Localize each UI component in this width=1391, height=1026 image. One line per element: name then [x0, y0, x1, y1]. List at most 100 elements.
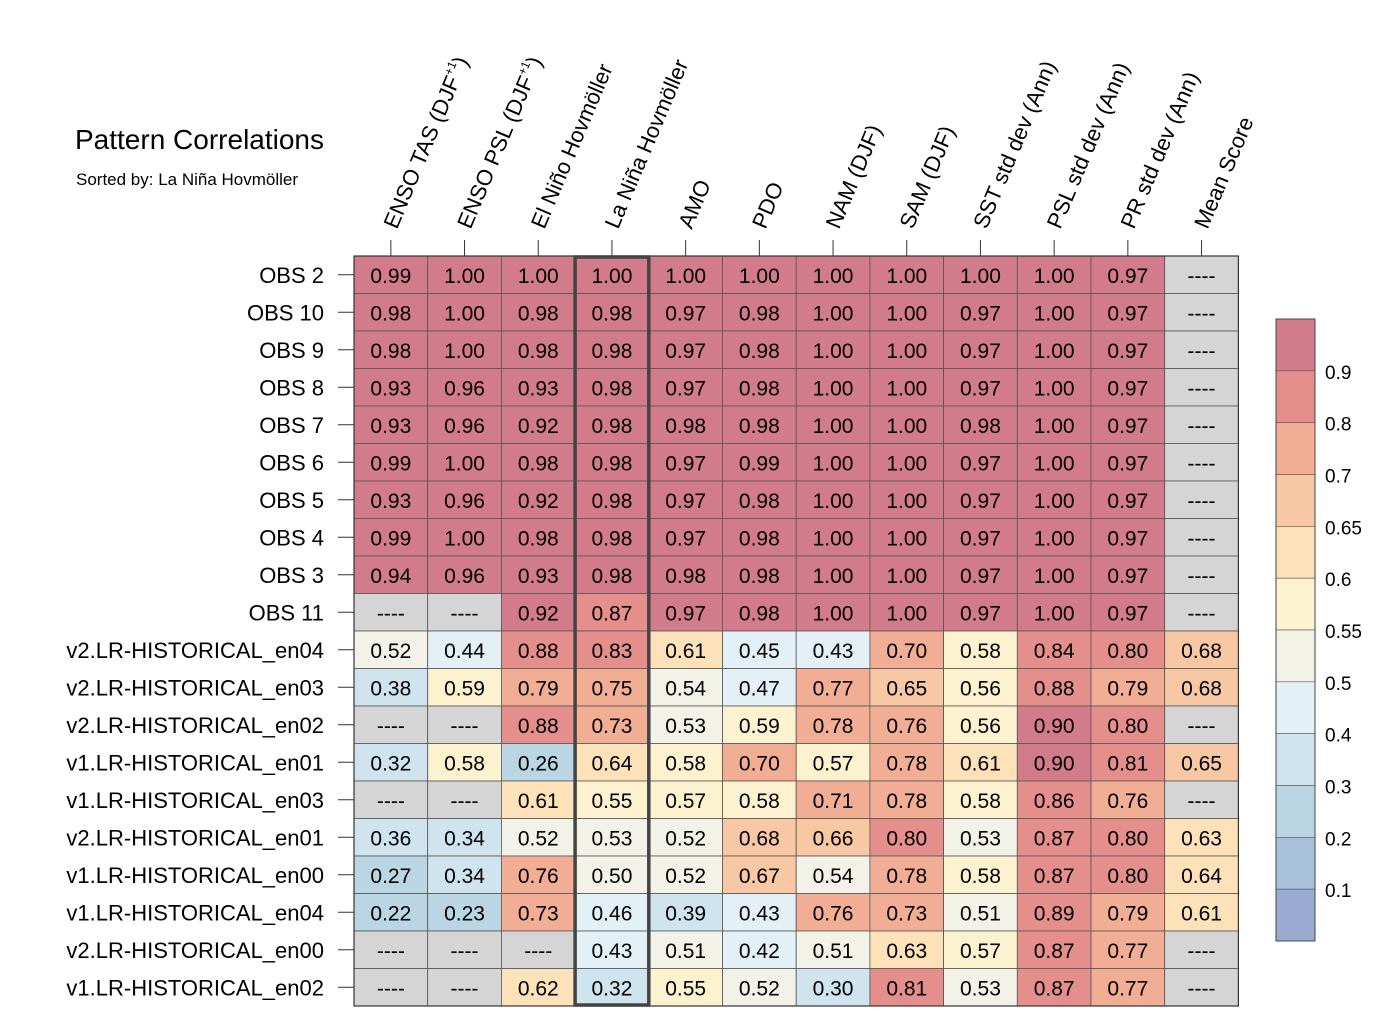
heatmap-cell [795, 818, 871, 857]
cell-value-label: ---- [1188, 340, 1216, 363]
cell-value-label: 0.96 [444, 565, 485, 588]
sorted-column-highlight [573, 255, 651, 1007]
cell-value-label: 1.00 [813, 490, 854, 513]
heatmap-cell [943, 968, 1018, 1007]
cell-value-label: 0.98 [739, 340, 780, 363]
heatmap-cell [943, 630, 1018, 669]
heatmap-cell [1164, 968, 1239, 1007]
cell-value-label: 0.32 [370, 752, 411, 775]
cell-value-label: 0.55 [592, 790, 633, 813]
column-label-nam-djf: NAM (DJF) [821, 121, 887, 232]
heatmap-cell [869, 443, 945, 482]
heatmap-cell [574, 405, 650, 444]
cell-value-label: 0.79 [1107, 677, 1148, 700]
heatmap-cell [943, 555, 1018, 594]
cell-value-label: 0.97 [960, 490, 1001, 513]
cell-value-label: 0.39 [665, 902, 706, 925]
cell-value-label: 0.64 [1181, 865, 1222, 888]
row-label-obs-5: OBS 5 [259, 488, 324, 513]
cell-value-label: 0.98 [592, 565, 633, 588]
heatmap-cell [353, 443, 429, 482]
heatmap-cell [427, 518, 502, 557]
cell-value-label: 1.00 [444, 265, 485, 288]
cell-value-label: 0.97 [1107, 265, 1148, 288]
cell-value-label: 0.34 [444, 827, 485, 850]
cell-value-label: 1.00 [444, 527, 485, 550]
heatmap-cell [1164, 705, 1239, 744]
colorbar-segment [1275, 681, 1316, 734]
heatmap-cell [500, 743, 576, 782]
heatmap-cell [722, 743, 797, 782]
heatmap-cell [353, 630, 429, 669]
heatmap-cell [574, 893, 650, 932]
cell-value-label: 0.81 [886, 977, 927, 1000]
cell-value-label: 0.65 [886, 677, 927, 700]
colorbar-segment [1275, 474, 1316, 527]
row-label-obs-4: OBS 4 [259, 525, 324, 550]
cell-value-label: 1.00 [1034, 377, 1075, 400]
cell-value-label: 0.87 [1034, 865, 1075, 888]
cell-value-label: 0.54 [665, 677, 706, 700]
cell-value-label: 0.53 [960, 977, 1001, 1000]
colorbar-tick-label: 0.9 [1325, 363, 1351, 384]
cell-value-label: 0.30 [813, 977, 854, 1000]
heatmap-cell [869, 780, 945, 819]
heatmap-cell [648, 968, 723, 1007]
cell-value-label: 0.71 [813, 790, 854, 813]
column-label-pdo: PDO [747, 178, 789, 232]
cell-value-label: ---- [1188, 377, 1216, 400]
cell-value-label: ---- [1188, 490, 1216, 513]
heatmap-cell [500, 330, 576, 369]
row-label-v2-lr-historical-en01: v2.LR-HISTORICAL_en01 [66, 825, 324, 850]
heatmap-cell [1090, 893, 1166, 932]
cell-value-label: 0.93 [370, 377, 411, 400]
cell-value-label: 0.57 [665, 790, 706, 813]
colorbar: 0.1 0.2 0.3 0.4 0.5 0.55 0.6 0.65 0.7 0.8 0.9 [1275, 318, 1362, 942]
heatmap-cell [648, 893, 723, 932]
cell-value-label: 0.98 [739, 527, 780, 550]
heatmap-cell [1016, 405, 1092, 444]
cell-value-label: 0.97 [665, 527, 706, 550]
colorbar-segment [1275, 422, 1316, 475]
colorbar-segment [1275, 526, 1316, 579]
cell-value-label: 1.00 [813, 340, 854, 363]
heatmap-cell [795, 630, 871, 669]
heatmap-cell [869, 930, 945, 969]
cell-value-label: 0.76 [1107, 790, 1148, 813]
cell-value-label: 1.00 [813, 415, 854, 438]
heatmap-cell [574, 293, 650, 332]
heatmap-cell [943, 780, 1018, 819]
cell-value-label: 0.22 [370, 902, 411, 925]
heatmap-cell [1164, 518, 1239, 557]
cell-value-label: 0.98 [665, 565, 706, 588]
heatmap-cell [353, 668, 429, 707]
cell-value-label: 0.99 [370, 265, 411, 288]
cell-value-label: 0.94 [370, 565, 411, 588]
cell-value-label: 0.47 [739, 677, 780, 700]
cell-value-label: 0.32 [592, 977, 633, 1000]
cell-value-label: 0.34 [444, 865, 485, 888]
cell-value-label: 0.42 [739, 940, 780, 963]
row-label-v2-lr-historical-en03: v2.LR-HISTORICAL_en03 [66, 675, 324, 700]
row-label-v2-lr-historical-en00: v2.LR-HISTORICAL_en00 [66, 938, 324, 963]
row-label-v1-lr-historical-en00: v1.LR-HISTORICAL_en00 [66, 863, 324, 888]
cell-value-label: 0.98 [592, 302, 633, 325]
heatmap-cell [722, 555, 797, 594]
heatmap-cell [427, 293, 502, 332]
cell-value-label: 1.00 [813, 565, 854, 588]
cell-value-label: 0.97 [665, 602, 706, 625]
colorbar-border [1275, 318, 1316, 942]
cell-value-label: 0.79 [1107, 902, 1148, 925]
cell-value-label: 0.78 [813, 715, 854, 738]
cell-value-label: ---- [1188, 565, 1216, 588]
cell-value-label: 0.61 [960, 752, 1001, 775]
cell-value-label: 0.98 [592, 452, 633, 475]
heatmap-cell [1016, 705, 1092, 744]
heatmap-cell [943, 405, 1018, 444]
heatmap-cell [574, 780, 650, 819]
cell-value-label: 0.61 [518, 790, 559, 813]
cell-value-label: 1.00 [886, 565, 927, 588]
cell-value-label: 0.97 [960, 452, 1001, 475]
heatmap-cell [427, 743, 502, 782]
heatmap-cell [574, 330, 650, 369]
